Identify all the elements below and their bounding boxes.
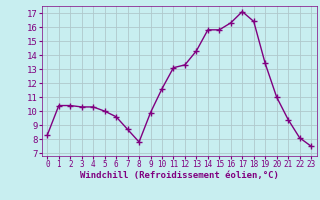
X-axis label: Windchill (Refroidissement éolien,°C): Windchill (Refroidissement éolien,°C) bbox=[80, 171, 279, 180]
